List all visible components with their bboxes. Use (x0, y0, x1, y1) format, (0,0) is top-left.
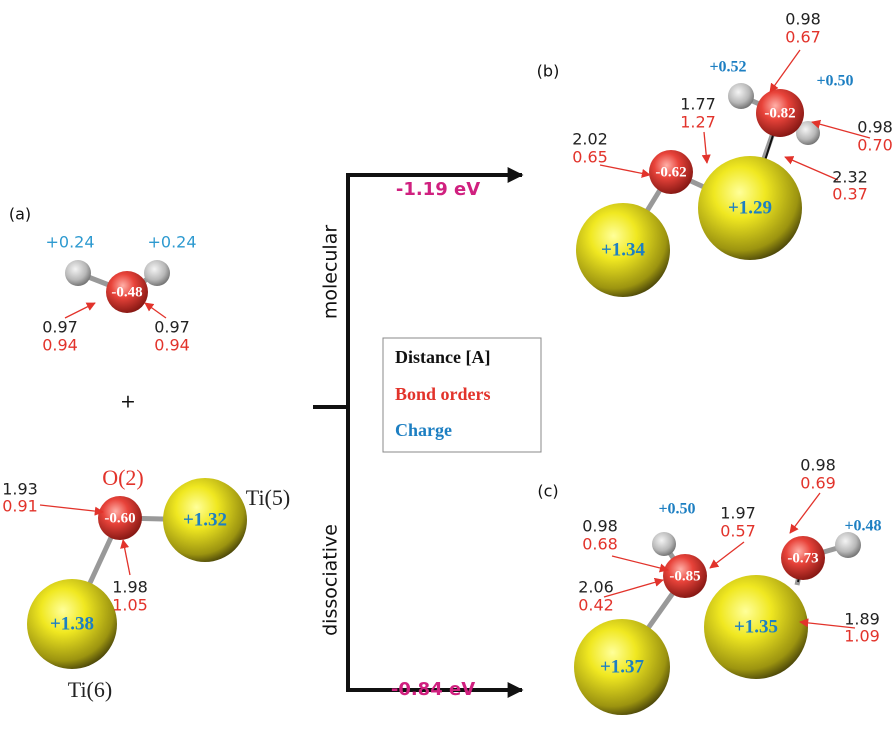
pointer-arrow (600, 165, 650, 175)
atom-charge: +1.38 (50, 613, 94, 634)
distance: 0.98 (785, 10, 821, 29)
distance: 1.77 (680, 95, 716, 114)
diagram: -0.48 +1.38 +1.32 -0.60 +1.34 +1.29 -0.62 -0.82… (0, 0, 896, 738)
pointer-arrow (785, 157, 838, 180)
plus-sign: + (120, 391, 136, 413)
pointer-arrow (65, 303, 95, 318)
h-charge: +0.50 (658, 501, 695, 518)
h-charge: +0.50 (816, 73, 853, 90)
bond-order: 0.57 (720, 522, 756, 541)
atom-charge: +1.35 (734, 616, 778, 637)
bond-order: 0.94 (42, 336, 78, 355)
atom-charge: -0.60 (104, 510, 135, 526)
legend-entry: Charge (395, 420, 452, 440)
atom-charge: -0.82 (764, 105, 795, 121)
distance: 1.98 (112, 578, 148, 597)
body: -0.48 +1.38 +1.32 -0.60 +1.34 +1.29 -0.62 -0.82… (0, 0, 896, 738)
bond-order: 0.37 (832, 185, 868, 204)
pointer-arrow (123, 540, 130, 575)
atom-label: Ti(5) (246, 485, 290, 510)
pathway-label: molecular (320, 225, 342, 320)
pointer-arrow (145, 303, 166, 318)
bond-order: 0.42 (578, 596, 614, 615)
pointer-arrow (40, 505, 103, 512)
panel-label: (a) (9, 205, 31, 224)
bond-order: 0.65 (572, 148, 608, 167)
atom-charge: -0.73 (787, 550, 818, 566)
bond-order: 0.94 (154, 336, 190, 355)
pointer-arrow (770, 50, 800, 92)
bond-order: 0.69 (800, 474, 836, 493)
h-charge: +0.52 (709, 59, 746, 76)
atom-label: Ti(6) (68, 677, 112, 702)
atom (652, 532, 676, 556)
legend-entry: Bond orders (395, 384, 491, 404)
legend-entry: Distance [A] (395, 347, 490, 367)
atom-label: O(2) (102, 465, 144, 490)
distance: 2.06 (578, 578, 614, 597)
atom-charge: +1.32 (183, 509, 227, 530)
atom-charge: -0.48 (111, 284, 142, 300)
distance: 1.97 (720, 504, 756, 523)
distance: 0.97 (154, 318, 190, 337)
atom-charge: -0.85 (669, 568, 700, 584)
distance: 0.97 (42, 318, 78, 337)
bond-order: 0.70 (857, 136, 893, 155)
atom (65, 260, 91, 286)
atom-charge: +1.34 (601, 239, 646, 260)
h-charge: +0.24 (147, 233, 196, 252)
atom-charge: +1.37 (600, 656, 645, 677)
bond-order: 1.05 (112, 596, 148, 615)
page: {"panel_a": {"label": "(a)", "h_charges"… (0, 0, 896, 738)
distance: 0.98 (857, 118, 893, 137)
distance: 0.98 (800, 456, 836, 475)
bond-order: 1.09 (844, 627, 880, 646)
pointer-arrow (612, 556, 668, 570)
atom-charge: +1.29 (728, 197, 772, 218)
pathway-label: dissociative (320, 524, 342, 636)
panel-label: (c) (537, 482, 558, 501)
h-charge: +0.24 (45, 233, 94, 252)
panel-label: (b) (537, 62, 560, 81)
reaction-energy: -0.84 eV (391, 679, 475, 700)
pointer-arrow (710, 542, 744, 568)
distance: 2.02 (572, 130, 608, 149)
h-charge: +0.48 (844, 518, 881, 535)
atom-charge: -0.62 (655, 164, 686, 180)
pointer-arrow (704, 132, 707, 163)
distance: 0.98 (582, 517, 618, 536)
bond-order: 0.91 (2, 497, 38, 516)
atom (728, 83, 754, 109)
bond-order: 0.67 (785, 28, 821, 47)
bond-order: 1.27 (680, 113, 716, 132)
reaction-energy: -1.19 eV (396, 179, 480, 200)
atom (835, 532, 861, 558)
pointer-arrow (790, 493, 820, 533)
bond-order: 0.68 (582, 535, 618, 554)
atom (144, 260, 170, 286)
